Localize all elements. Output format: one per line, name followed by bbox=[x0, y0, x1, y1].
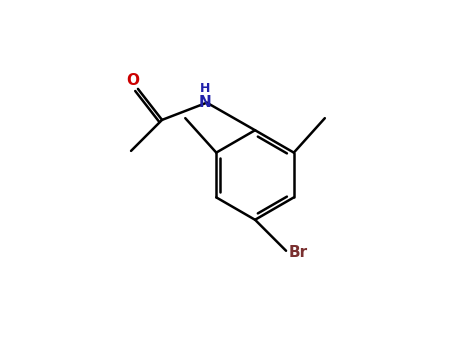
Text: O: O bbox=[126, 73, 139, 88]
Text: N: N bbox=[199, 95, 212, 110]
Text: Br: Br bbox=[288, 245, 308, 260]
Text: H: H bbox=[200, 82, 210, 96]
